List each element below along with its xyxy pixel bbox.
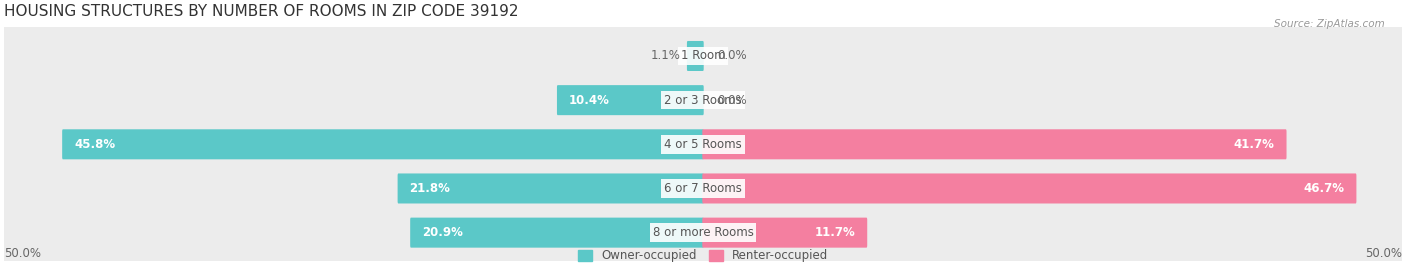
Text: 0.0%: 0.0%	[717, 94, 747, 107]
FancyBboxPatch shape	[1, 114, 1405, 174]
Text: 4 or 5 Rooms: 4 or 5 Rooms	[664, 138, 742, 151]
FancyBboxPatch shape	[557, 85, 703, 115]
FancyBboxPatch shape	[703, 173, 1357, 204]
FancyBboxPatch shape	[1, 202, 1405, 263]
Text: HOUSING STRUCTURES BY NUMBER OF ROOMS IN ZIP CODE 39192: HOUSING STRUCTURES BY NUMBER OF ROOMS IN…	[4, 4, 519, 19]
Text: 2 or 3 Rooms: 2 or 3 Rooms	[664, 94, 742, 107]
FancyBboxPatch shape	[62, 129, 703, 159]
Text: 21.8%: 21.8%	[409, 182, 450, 195]
Text: 8 or more Rooms: 8 or more Rooms	[652, 226, 754, 239]
Text: 10.4%: 10.4%	[569, 94, 610, 107]
Text: 50.0%: 50.0%	[1365, 247, 1402, 260]
Text: 1.1%: 1.1%	[651, 49, 681, 62]
FancyBboxPatch shape	[1, 70, 1405, 130]
Text: 41.7%: 41.7%	[1234, 138, 1275, 151]
Text: 45.8%: 45.8%	[75, 138, 115, 151]
FancyBboxPatch shape	[703, 218, 868, 248]
FancyBboxPatch shape	[703, 129, 1286, 159]
Text: 46.7%: 46.7%	[1303, 182, 1344, 195]
Text: 0.0%: 0.0%	[717, 49, 747, 62]
Text: 20.9%: 20.9%	[422, 226, 463, 239]
FancyBboxPatch shape	[1, 158, 1405, 219]
Legend: Owner-occupied, Renter-occupied: Owner-occupied, Renter-occupied	[572, 245, 834, 267]
FancyBboxPatch shape	[398, 173, 703, 204]
FancyBboxPatch shape	[411, 218, 703, 248]
Text: 6 or 7 Rooms: 6 or 7 Rooms	[664, 182, 742, 195]
Text: 50.0%: 50.0%	[4, 247, 41, 260]
Text: Source: ZipAtlas.com: Source: ZipAtlas.com	[1274, 19, 1385, 29]
FancyBboxPatch shape	[1, 26, 1405, 86]
Text: 1 Room: 1 Room	[681, 49, 725, 62]
FancyBboxPatch shape	[688, 41, 703, 71]
Text: 11.7%: 11.7%	[814, 226, 855, 239]
